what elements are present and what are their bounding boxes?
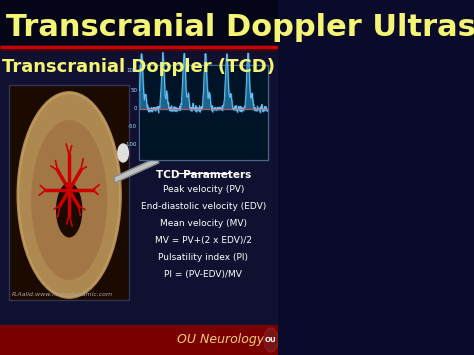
Text: OU Neurology: OU Neurology [177,333,264,346]
Ellipse shape [56,182,82,237]
Text: -100: -100 [125,142,137,147]
Bar [0,325,278,355]
Text: 100: 100 [127,67,137,72]
Ellipse shape [31,120,107,280]
Text: OU: OU [265,337,277,343]
FancyArrow shape [114,157,159,183]
Text: TCD Parameters: TCD Parameters [156,170,251,180]
Bar [139,65,268,160]
Text: Pulsatility index (PI): Pulsatility index (PI) [158,253,248,262]
Text: MV = PV+(2 x EDV)/2: MV = PV+(2 x EDV)/2 [155,236,252,245]
Text: End-diastolic velocity (EDV): End-diastolic velocity (EDV) [141,202,266,211]
Text: PI = (PV-EDV)/MV: PI = (PV-EDV)/MV [164,270,242,279]
Text: 0: 0 [134,106,137,111]
Circle shape [118,144,128,162]
Ellipse shape [18,93,120,297]
Text: -50: -50 [128,125,137,130]
Text: Mean velocity (MV): Mean velocity (MV) [160,219,247,228]
Text: R.Aalid.www.hemodynamic.com: R.Aalid.www.hemodynamic.com [12,292,113,297]
Bar [0,35,278,325]
Text: Transcranial Doppler Ultrasound: Transcranial Doppler Ultrasound [6,12,474,42]
Bar [0,0,278,45]
Text: Peak velocity (PV): Peak velocity (PV) [163,185,244,194]
Circle shape [265,330,277,350]
Circle shape [264,328,278,352]
Bar [139,66,267,159]
Text: Transcranial Doppler (TCD): Transcranial Doppler (TCD) [2,58,275,76]
Text: 50: 50 [130,87,137,93]
Bar [9,85,129,300]
